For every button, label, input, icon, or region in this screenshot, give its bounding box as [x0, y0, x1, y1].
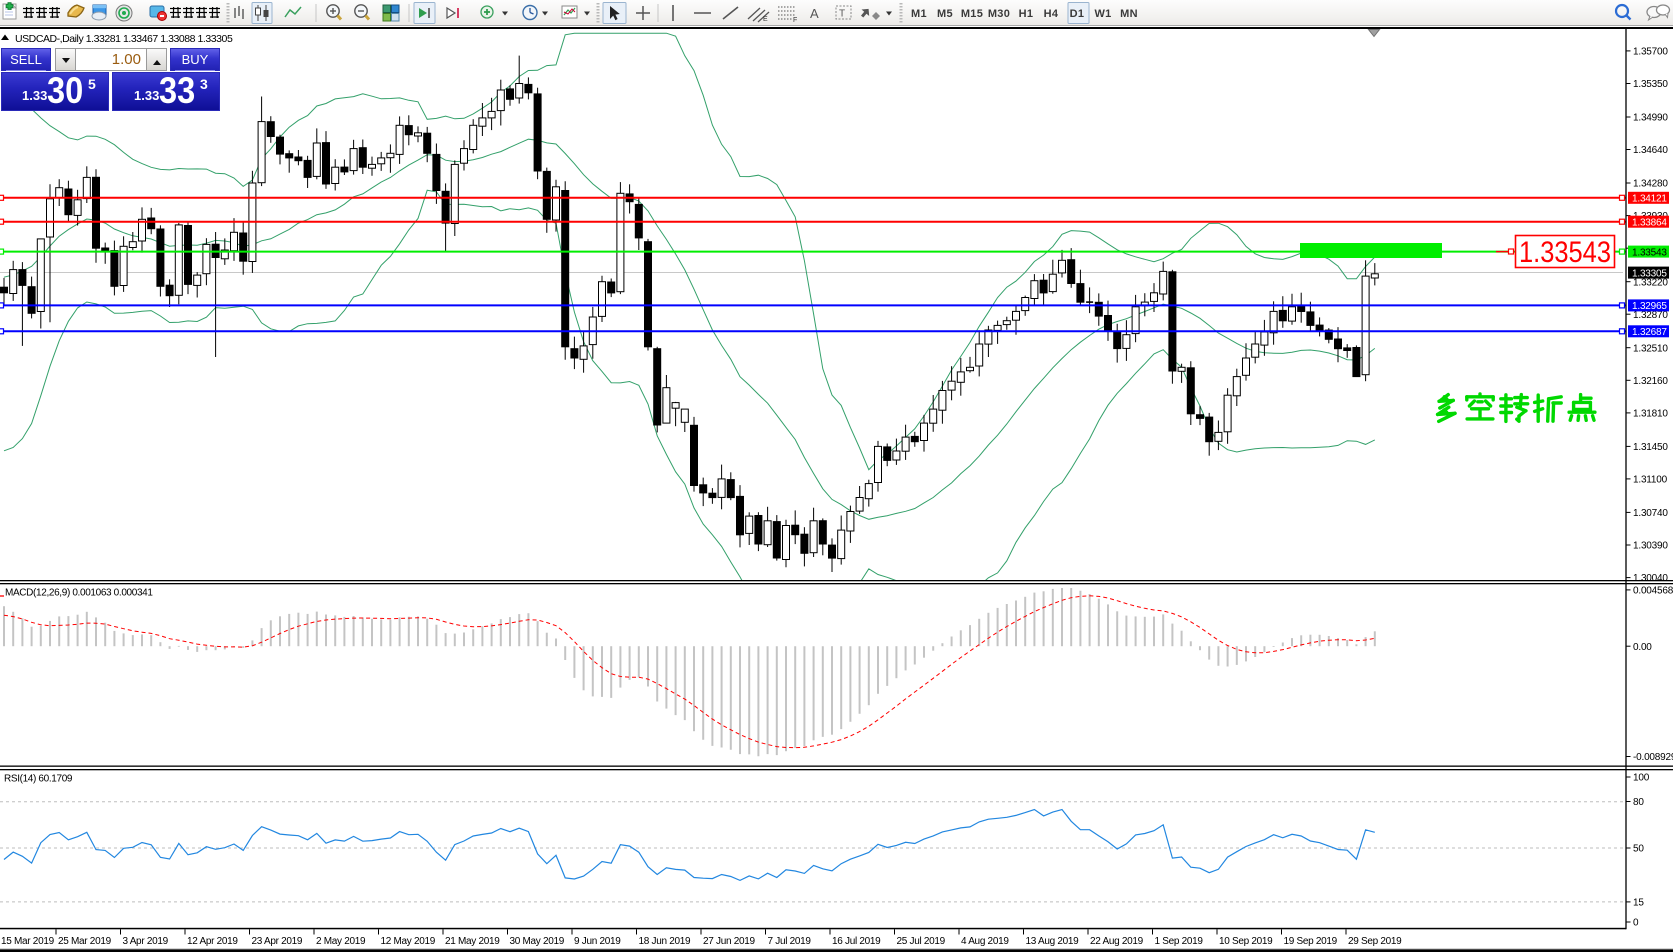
- svg-text:E: E: [763, 16, 768, 23]
- svg-text:1.32870: 1.32870: [1633, 310, 1668, 321]
- svg-text:13 Aug 2019: 13 Aug 2019: [1026, 936, 1080, 947]
- svg-text:25 Mar 2019: 25 Mar 2019: [58, 936, 112, 947]
- svg-text:1.35700: 1.35700: [1633, 47, 1668, 58]
- svg-text:1.33864: 1.33864: [1632, 218, 1667, 229]
- svg-text:15 Mar 2019: 15 Mar 2019: [1, 936, 55, 947]
- svg-text:4 Aug 2019: 4 Aug 2019: [961, 936, 1009, 947]
- svg-text:22 Aug 2019: 22 Aug 2019: [1090, 936, 1144, 947]
- svg-text:D1: D1: [1070, 8, 1085, 20]
- svg-text:USDCAD-,Daily 1.33281 1.33467: USDCAD-,Daily 1.33281 1.33467 1.33088 1.…: [15, 33, 233, 45]
- svg-text:1.31450: 1.31450: [1633, 442, 1668, 453]
- svg-text:50: 50: [1633, 844, 1644, 855]
- svg-text:1.34280: 1.34280: [1633, 179, 1668, 190]
- svg-text:80: 80: [1633, 797, 1644, 808]
- svg-text:M5: M5: [937, 8, 953, 20]
- svg-text:23 Apr 2019: 23 Apr 2019: [252, 936, 303, 947]
- svg-text:0.00: 0.00: [1633, 642, 1652, 653]
- svg-text:1.32510: 1.32510: [1633, 343, 1668, 354]
- svg-text:16 Jul 2019: 16 Jul 2019: [832, 936, 881, 947]
- svg-text:12 Apr 2019: 12 Apr 2019: [187, 936, 238, 947]
- svg-text:30 May 2019: 30 May 2019: [510, 936, 565, 947]
- svg-text:1.33305: 1.33305: [1632, 268, 1667, 279]
- svg-text:2 May 2019: 2 May 2019: [316, 936, 366, 947]
- svg-text:100: 100: [1633, 773, 1650, 784]
- svg-text:1.30390: 1.30390: [1633, 541, 1668, 552]
- svg-text:27 Jun 2019: 27 Jun 2019: [703, 936, 755, 947]
- svg-text:M1: M1: [911, 8, 927, 20]
- svg-text:A: A: [810, 6, 819, 21]
- svg-text:1.33543: 1.33543: [1519, 236, 1611, 269]
- svg-text:T: T: [839, 9, 845, 20]
- svg-text:0: 0: [1633, 918, 1639, 929]
- svg-text:1.34121: 1.34121: [1632, 194, 1667, 205]
- svg-text:29 Sep 2019: 29 Sep 2019: [1348, 936, 1402, 947]
- svg-text:15: 15: [1633, 898, 1644, 909]
- svg-text:3 Apr 2019: 3 Apr 2019: [123, 936, 169, 947]
- svg-text:1 Sep 2019: 1 Sep 2019: [1155, 936, 1204, 947]
- svg-text:9 Jun 2019: 9 Jun 2019: [574, 936, 621, 947]
- svg-text:12 May 2019: 12 May 2019: [381, 936, 436, 947]
- svg-text:W1: W1: [1094, 8, 1111, 20]
- svg-text:1.30740: 1.30740: [1633, 508, 1668, 519]
- svg-text:1.34990: 1.34990: [1633, 113, 1668, 124]
- svg-text:0.004568: 0.004568: [1633, 586, 1673, 597]
- svg-text:H1: H1: [1019, 8, 1034, 20]
- svg-text:H4: H4: [1044, 8, 1059, 20]
- svg-text:F: F: [793, 17, 797, 24]
- svg-text:M15: M15: [961, 8, 983, 20]
- svg-text:1.31100: 1.31100: [1633, 475, 1668, 486]
- svg-text:1.34640: 1.34640: [1633, 145, 1668, 156]
- svg-text:MN: MN: [1120, 8, 1138, 20]
- svg-text:1.33220: 1.33220: [1633, 277, 1668, 288]
- svg-text:-0.008929: -0.008929: [1633, 752, 1673, 763]
- svg-text:1.35350: 1.35350: [1633, 79, 1668, 90]
- svg-text:RSI(14) 60.1709: RSI(14) 60.1709: [4, 774, 73, 785]
- svg-text:19 Sep 2019: 19 Sep 2019: [1284, 936, 1338, 947]
- svg-text:7 Jul 2019: 7 Jul 2019: [768, 936, 812, 947]
- svg-text:1.32965: 1.32965: [1632, 301, 1667, 312]
- svg-text:1.30040: 1.30040: [1633, 573, 1668, 584]
- svg-text:1.33543: 1.33543: [1632, 247, 1667, 258]
- svg-text:1.32160: 1.32160: [1633, 376, 1668, 387]
- svg-text:M30: M30: [988, 8, 1010, 20]
- svg-text:1.31810: 1.31810: [1633, 409, 1668, 420]
- svg-text:21 May 2019: 21 May 2019: [445, 936, 500, 947]
- svg-text:18 Jun 2019: 18 Jun 2019: [639, 936, 691, 947]
- svg-text:10 Sep 2019: 10 Sep 2019: [1219, 936, 1273, 947]
- svg-text:1.32687: 1.32687: [1632, 327, 1667, 338]
- svg-text:MACD(12,26,9) 0.001063 0.00034: MACD(12,26,9) 0.001063 0.000341: [5, 588, 153, 599]
- svg-text:25 Jul 2019: 25 Jul 2019: [897, 936, 946, 947]
